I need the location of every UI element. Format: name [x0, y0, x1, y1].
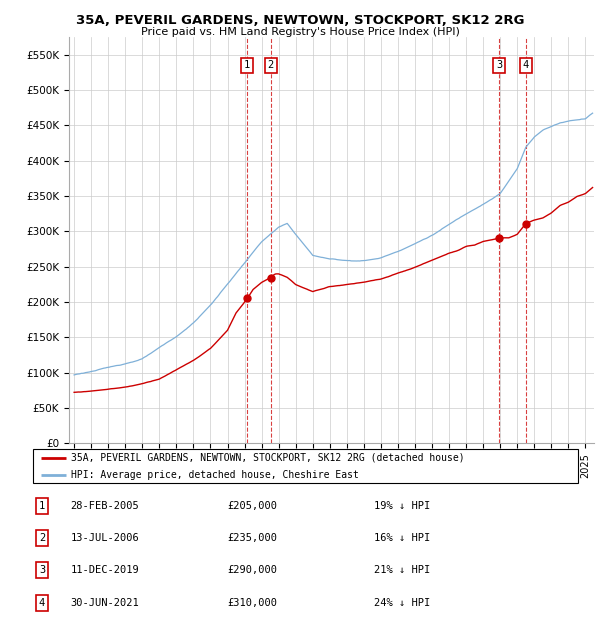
Text: 2: 2 — [268, 61, 274, 71]
Point — [494, 233, 504, 243]
Text: £205,000: £205,000 — [227, 501, 277, 511]
Text: £310,000: £310,000 — [227, 598, 277, 608]
Text: 3: 3 — [39, 565, 45, 575]
Text: 21% ↓ HPI: 21% ↓ HPI — [374, 565, 430, 575]
Text: Price paid vs. HM Land Registry's House Price Index (HPI): Price paid vs. HM Land Registry's House … — [140, 27, 460, 37]
Text: 1: 1 — [244, 61, 250, 71]
Text: 3: 3 — [496, 61, 502, 71]
Text: HPI: Average price, detached house, Cheshire East: HPI: Average price, detached house, Ches… — [71, 470, 359, 480]
Text: £290,000: £290,000 — [227, 565, 277, 575]
Text: 28-FEB-2005: 28-FEB-2005 — [71, 501, 139, 511]
Text: 35A, PEVERIL GARDENS, NEWTOWN, STOCKPORT, SK12 2RG (detached house): 35A, PEVERIL GARDENS, NEWTOWN, STOCKPORT… — [71, 453, 465, 463]
Point — [266, 273, 275, 283]
Text: 24% ↓ HPI: 24% ↓ HPI — [374, 598, 430, 608]
Text: 13-JUL-2006: 13-JUL-2006 — [71, 533, 139, 543]
Text: 11-DEC-2019: 11-DEC-2019 — [71, 565, 139, 575]
Point — [521, 219, 530, 229]
Text: 4: 4 — [39, 598, 45, 608]
Text: 2: 2 — [39, 533, 45, 543]
Text: 19% ↓ HPI: 19% ↓ HPI — [374, 501, 430, 511]
Text: 30-JUN-2021: 30-JUN-2021 — [71, 598, 139, 608]
Text: 35A, PEVERIL GARDENS, NEWTOWN, STOCKPORT, SK12 2RG: 35A, PEVERIL GARDENS, NEWTOWN, STOCKPORT… — [76, 14, 524, 27]
Text: 1: 1 — [39, 501, 45, 511]
Text: 16% ↓ HPI: 16% ↓ HPI — [374, 533, 430, 543]
Point — [242, 293, 252, 303]
Text: 4: 4 — [523, 61, 529, 71]
Text: £235,000: £235,000 — [227, 533, 277, 543]
FancyBboxPatch shape — [33, 449, 578, 484]
